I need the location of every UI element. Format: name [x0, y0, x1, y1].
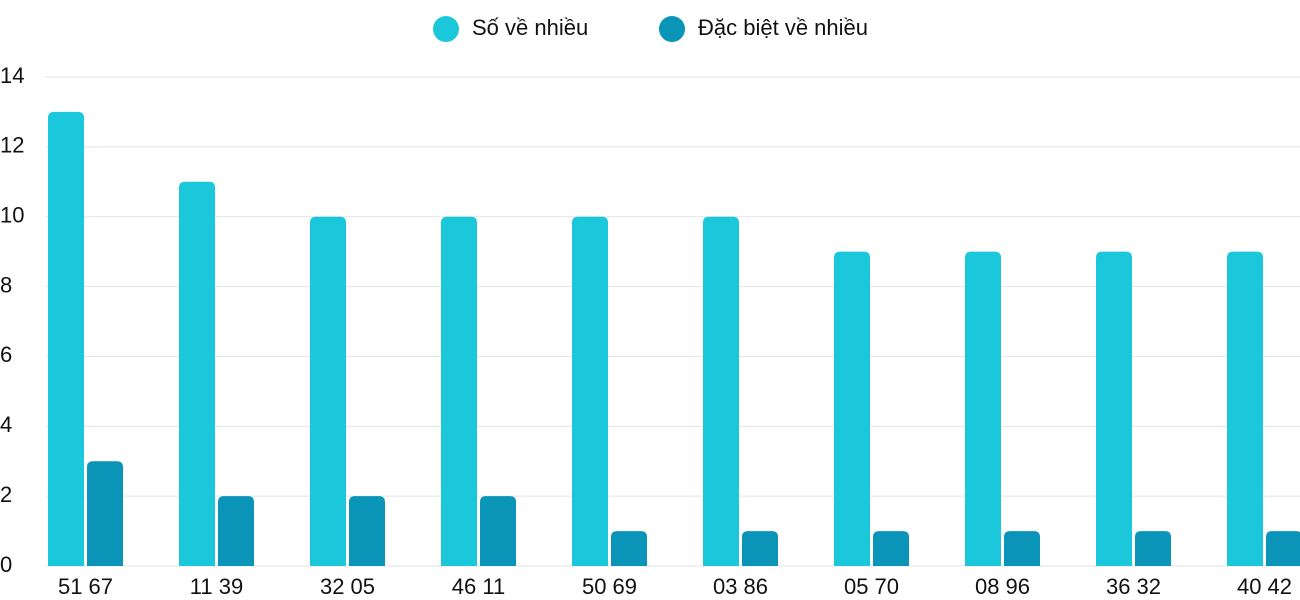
bar [873, 531, 909, 566]
x-tick-label: 05 70 [844, 574, 899, 599]
legend-swatch [659, 16, 685, 42]
y-tick-label: 12 [0, 133, 24, 158]
y-tick-label: 0 [0, 552, 12, 577]
y-tick-label: 6 [0, 342, 12, 367]
legend-label: Đặc biệt về nhiều [698, 15, 868, 40]
bar [87, 461, 123, 566]
bar [965, 251, 1001, 566]
bar [179, 181, 215, 567]
y-tick-label: 10 [0, 203, 24, 228]
bar [742, 531, 778, 566]
bar [572, 216, 608, 566]
y-tick-label: 8 [0, 272, 12, 297]
y-tick-label: 2 [0, 482, 12, 507]
bar [310, 216, 346, 566]
x-tick-label: 32 05 [320, 574, 375, 599]
bar [349, 496, 385, 566]
bar [48, 111, 84, 566]
bar [218, 496, 254, 566]
y-tick-label: 14 [0, 63, 24, 88]
x-tick-label: 50 69 [582, 574, 637, 599]
legend-swatch [433, 16, 459, 42]
bar [1096, 251, 1132, 566]
x-tick-label: 08 96 [975, 574, 1030, 599]
bar [1227, 251, 1263, 566]
x-tick-label: 03 86 [713, 574, 768, 599]
bar [480, 496, 516, 566]
x-tick-label: 11 39 [190, 574, 243, 599]
bar [611, 531, 647, 566]
x-tick-label: 40 42 [1237, 574, 1292, 599]
legend-label: Số về nhiều [472, 15, 588, 40]
bar [441, 216, 477, 566]
bar [834, 251, 870, 566]
bar [1135, 531, 1171, 566]
x-tick-label: 51 67 [58, 574, 113, 599]
bar [703, 216, 739, 566]
bar [1004, 531, 1040, 566]
x-tick-label: 36 32 [1106, 574, 1161, 599]
bar [1266, 531, 1300, 566]
y-tick-label: 4 [0, 412, 12, 437]
x-tick-label: 46 11 [452, 574, 505, 599]
